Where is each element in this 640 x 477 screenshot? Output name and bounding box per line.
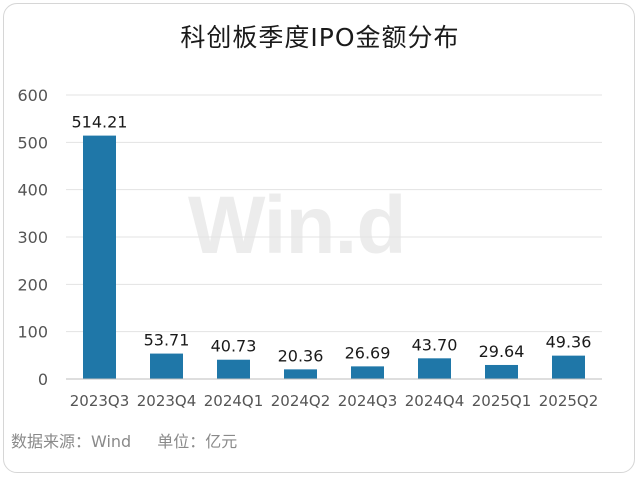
footer: 数据来源：Wind 单位：亿元 [11, 428, 237, 452]
y-tick-label: 400 [17, 181, 48, 200]
y-tick-label: 200 [17, 275, 48, 294]
x-tick-label: 2025Q2 [539, 392, 599, 410]
gridlines [66, 94, 602, 333]
value-label: 29.64 [479, 342, 525, 361]
x-tick-label: 2024Q2 [271, 392, 331, 410]
y-tick-label: 0 [38, 370, 48, 389]
bars [83, 135, 585, 379]
x-tick-label: 2025Q1 [472, 392, 532, 410]
value-label: 49.36 [546, 333, 592, 352]
x-tick-label: 2024Q1 [204, 392, 264, 410]
unit-label: 单位：亿元 [157, 432, 238, 451]
y-tick-label: 500 [17, 133, 48, 152]
bar-2023Q3 [83, 135, 116, 379]
bar-2024Q3 [351, 366, 384, 379]
watermark-logo: Win.d [188, 180, 406, 271]
data-source: 数据来源：Wind [11, 432, 132, 451]
value-label: 40.73 [211, 337, 257, 356]
value-label: 26.69 [345, 343, 391, 362]
bar-2024Q4 [418, 358, 451, 379]
chart-title: 科创板季度IPO金额分布 [180, 23, 460, 52]
bar-2024Q1 [217, 359, 250, 379]
value-label: 53.71 [144, 331, 190, 350]
x-tick-label: 2024Q4 [405, 392, 465, 410]
bar-2025Q1 [485, 364, 518, 379]
x-tick-label: 2023Q4 [137, 392, 197, 410]
y-tick-label: 100 [17, 323, 48, 342]
y-axis-ticks: 0 100 200 300 400 500 600 [17, 86, 48, 389]
value-label: 20.36 [278, 346, 324, 365]
x-tick-label: 2024Q3 [338, 392, 398, 410]
value-label: 514.21 [72, 113, 128, 132]
bar-2024Q2 [284, 369, 317, 379]
y-tick-label: 300 [17, 228, 48, 247]
x-axis-ticks: 2023Q3 2023Q4 2024Q1 2024Q2 2024Q3 2024Q4 2025… [70, 392, 599, 410]
value-labels: 514.21 53.71 40.73 20.36 26.69 43.70 29.64 49.3… [72, 113, 592, 366]
value-label: 43.70 [412, 335, 458, 354]
y-tick-label: 600 [17, 86, 48, 105]
bar-2025Q2 [552, 355, 585, 379]
x-tick-label: 2023Q3 [70, 392, 130, 410]
bar-2023Q4 [150, 353, 183, 379]
